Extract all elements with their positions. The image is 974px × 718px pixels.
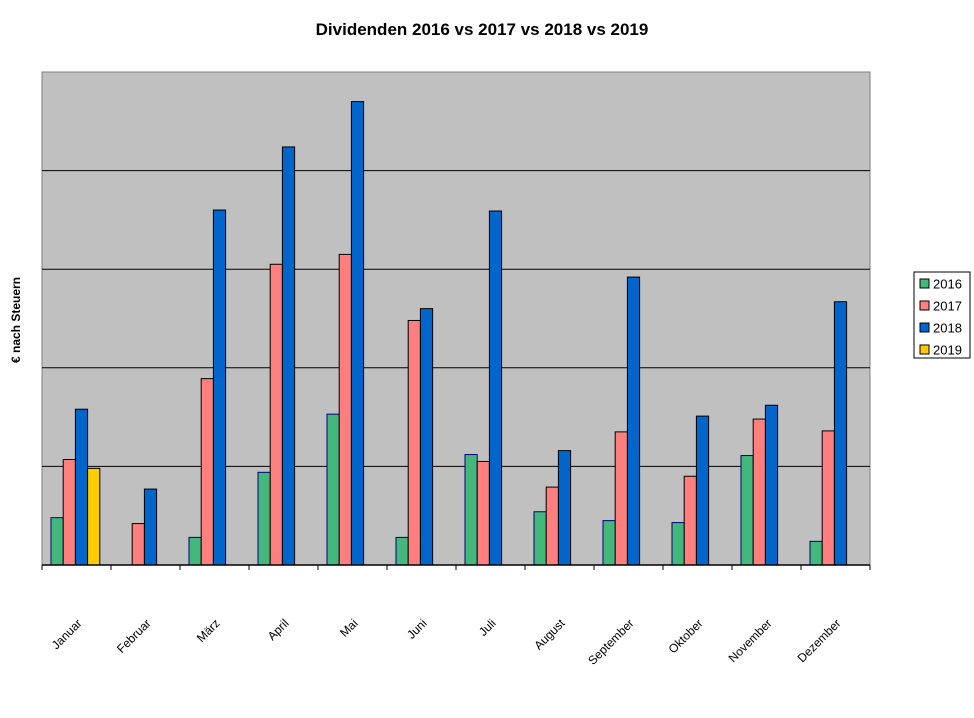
bar-2016-November — [740, 455, 754, 566]
chart-title: Dividenden 2016 vs 2017 vs 2018 vs 2019 — [316, 20, 649, 39]
legend-label-2017: 2017 — [933, 299, 962, 314]
x-tick-label: Oktober — [666, 616, 706, 656]
legend-label-2016: 2016 — [933, 277, 962, 292]
x-tick-label: Februar — [114, 616, 154, 656]
bar-2018-Juli — [488, 210, 503, 566]
bar-2018-April — [281, 146, 296, 566]
bar-2017-August — [545, 486, 559, 566]
bar-2016-September — [602, 520, 616, 566]
bar-2018-Oktober — [695, 415, 710, 566]
bar-2018-November — [764, 404, 779, 566]
x-tick-label: Dezember — [795, 616, 844, 665]
bar-2017-März — [200, 378, 214, 566]
x-tick-label: Juni — [404, 616, 429, 641]
x-axis — [41, 564, 871, 570]
bar-2017-September — [614, 431, 628, 566]
x-tick-label: Juli — [476, 616, 499, 639]
bar-2016-Juli — [464, 454, 478, 566]
x-tick-label: August — [531, 616, 568, 653]
x-tick-label: September — [585, 616, 636, 667]
bar-2018-Februar — [143, 488, 158, 566]
bar-2016-August — [533, 511, 547, 566]
bar-2017-April — [269, 263, 283, 566]
bar-2017-Oktober — [683, 475, 697, 566]
x-tick-label: November — [726, 616, 775, 665]
x-tick-label: März — [194, 616, 223, 645]
bar-2018-August — [557, 450, 572, 566]
legend-swatch-2018 — [919, 322, 930, 333]
x-tick-label: April — [265, 616, 292, 643]
bar-2017-Mai — [338, 253, 352, 566]
bar-2017-Juli — [476, 460, 490, 566]
bar-2018-Juni — [419, 308, 434, 566]
bar-2016-Januar — [50, 517, 64, 566]
legend-label-2019: 2019 — [933, 343, 962, 358]
legend: 2016 2017 2018 2019 — [913, 271, 971, 359]
legend-label-2018: 2018 — [933, 321, 962, 336]
legend-swatch-2017 — [919, 300, 930, 311]
bar-2016-Juni — [395, 536, 409, 566]
bar-2016-Dezember — [809, 540, 823, 566]
bar-2016-März — [188, 536, 202, 566]
legend-swatch-2019 — [919, 344, 930, 355]
bar-2017-November — [752, 418, 766, 566]
bar-2017-Februar — [131, 523, 145, 566]
bar-2018-Mai — [350, 101, 365, 566]
bar-2018-Dezember — [833, 301, 848, 566]
bar-2019-Januar — [87, 467, 101, 566]
bar-2017-Juni — [407, 319, 421, 566]
x-tick-label: Januar — [49, 616, 85, 652]
y-axis-label: € nach Steuern — [9, 277, 23, 363]
bar-2018-März — [212, 209, 227, 566]
bar-2016-April — [257, 471, 271, 566]
legend-swatch-2016 — [919, 278, 930, 289]
bar-2016-Mai — [326, 413, 340, 566]
bar-2016-Oktober — [671, 522, 685, 566]
bar-2018-Januar — [74, 408, 89, 566]
bar-2017-Dezember — [821, 430, 835, 566]
plot-area — [41, 71, 871, 566]
x-tick-label: Mai — [337, 616, 361, 640]
gridlines — [42, 170, 870, 467]
bar-2018-September — [626, 276, 641, 566]
bar-2017-Januar — [62, 458, 76, 566]
x-tick-labels: Januar Februar März April Mai Juni Juli August S… — [49, 616, 844, 668]
bars — [50, 101, 848, 566]
